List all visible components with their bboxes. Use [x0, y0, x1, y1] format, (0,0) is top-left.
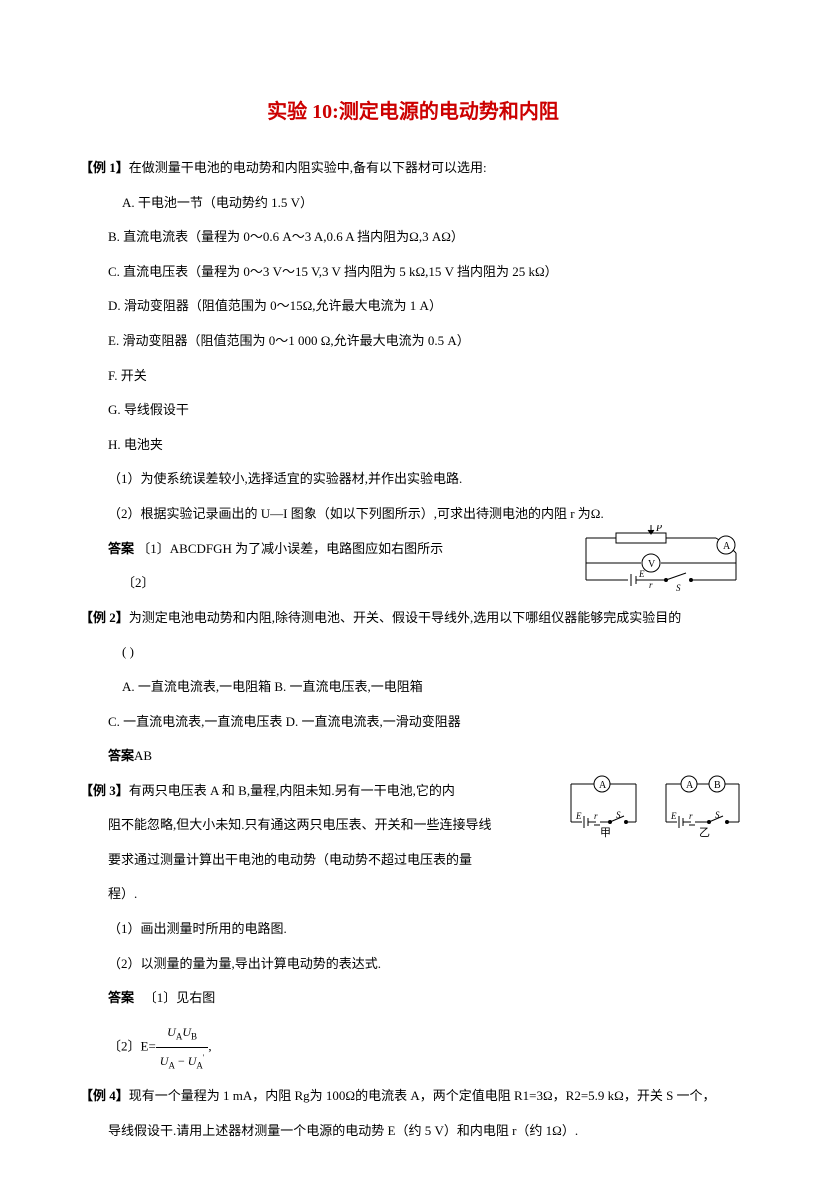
circuit-diagram-2: A E r S 甲 — [566, 772, 746, 862]
ex3-line4: 程）. — [80, 880, 746, 909]
formula-fraction: UAUB UA − UA' — [156, 1019, 209, 1076]
svg-text:乙: 乙 — [699, 826, 710, 839]
ex2-ans-text: AB — [134, 748, 152, 763]
title-text: 实验 10:测定电源的电动势和内阻 — [267, 101, 559, 123]
answer-label-2: 答案 — [108, 748, 134, 763]
svg-text:S: S — [616, 810, 621, 820]
ex4-line2: 导线假设干.请用上述器材测量一个电源的电动势 E（约 5 V）和内电阻 r（约 … — [80, 1117, 746, 1146]
svg-text:A: A — [599, 780, 607, 791]
ex1-item-c: C. 直流电压表（量程为 0～3 V～15 V,3 V 挡内阻为 5 kΩ,15… — [80, 258, 746, 287]
ex1-item-e: E. 滑动变阻器（阻值范围为 0～1 000 Ω,允许最大电流为 0.5 A） — [80, 327, 746, 356]
ex2-paren: ( ) — [80, 638, 746, 667]
svg-text:A: A — [686, 780, 694, 791]
ex3-ans1-text: 〔1〕见右图 — [144, 990, 216, 1005]
svg-text:S: S — [715, 810, 720, 820]
answer-label-3: 答案 — [108, 990, 134, 1005]
svg-text:A: A — [723, 541, 731, 552]
svg-text:r: r — [689, 811, 693, 821]
svg-text:V: V — [648, 559, 656, 570]
svg-text:r: r — [649, 580, 653, 590]
svg-text:P: P — [655, 525, 662, 534]
ex1-item-g: G. 导线假设干 — [80, 396, 746, 425]
example-3: 【例 3】有两只电压表 A 和 B,量程,内阻未知.另有一干电池,它的内 阻不能… — [80, 777, 746, 1077]
ex2-opt-cd: C. 一直流电流表,一直流电压表 D. 一直流电流表,一滑动变阻器 — [80, 708, 746, 737]
svg-text:E: E — [575, 811, 582, 821]
ex1-q1: （1）为使系统误差较小,选择适宜的实验器材,并作出实验电路. — [80, 465, 746, 494]
ex3-q1: （1）画出测量时所用的电路图. — [80, 915, 746, 944]
svg-text:E: E — [638, 569, 645, 579]
svg-text:E: E — [670, 811, 677, 821]
example-4: 【例 4】现有一个量程为 1 mA，内阻 Rg为 100Ω的电流表 A，两个定值… — [80, 1082, 746, 1145]
ex2-answer: 答案AB — [80, 742, 746, 771]
svg-text:r: r — [594, 811, 598, 821]
svg-text:甲: 甲 — [600, 827, 611, 839]
circuit-diagram-1: P A V — [566, 525, 746, 595]
ex1-item-f: F. 开关 — [80, 362, 746, 391]
ex3-q2: （2）以测量的量为量,导出计算电动势的表达式. — [80, 950, 746, 979]
ex1-heading: 【例 1】在做测量干电池的电动势和内阻实验中,备有以下器材可以选用: — [80, 154, 746, 183]
ex3-answer-2: 〔2〕E= UAUB UA − UA' , — [80, 1019, 746, 1076]
ex1-item-h: H. 电池夹 — [80, 431, 746, 460]
ex2-heading: 【例 2】为测定电池电动势和内阻,除待测电池、开关、假设干导线外,选用以下哪组仪… — [80, 604, 746, 633]
document-title: 实验 10:测定电源的电动势和内阻 — [80, 90, 746, 134]
svg-text:S: S — [676, 583, 681, 593]
ex3-ans2-prefix: 〔2〕E= — [108, 1039, 156, 1054]
example-1: 【例 1】在做测量干电池的电动势和内阻实验中,备有以下器材可以选用: A. 干电… — [80, 154, 746, 598]
svg-text:B: B — [714, 780, 721, 791]
ex1-item-b: B. 直流电流表（量程为 0～0.6 A～3 A,0.6 A 挡内阻为Ω,3 A… — [80, 223, 746, 252]
ex1-item-d: D. 滑动变阻器（阻值范围为 0～15Ω,允许最大电流为 1 A） — [80, 292, 746, 321]
ex2-opt-ab: A. 一直流电流表,一电阻箱 B. 一直流电压表,一电阻箱 — [80, 673, 746, 702]
example-2: 【例 2】为测定电池电动势和内阻,除待测电池、开关、假设干导线外,选用以下哪组仪… — [80, 604, 746, 771]
answer-label: 答案 — [108, 541, 134, 556]
ex1-ans1-text: 〔1〕ABCDFGH 为了减小误差，电路图应如右图所示 — [137, 541, 443, 556]
ex1-item-a: A. 干电池一节（电动势约 1.5 V） — [80, 189, 746, 218]
ex4-heading: 【例 4】现有一个量程为 1 mA，内阻 Rg为 100Ω的电流表 A，两个定值… — [80, 1082, 746, 1111]
ex3-answer-1: 答案 〔1〕见右图 — [80, 984, 746, 1013]
